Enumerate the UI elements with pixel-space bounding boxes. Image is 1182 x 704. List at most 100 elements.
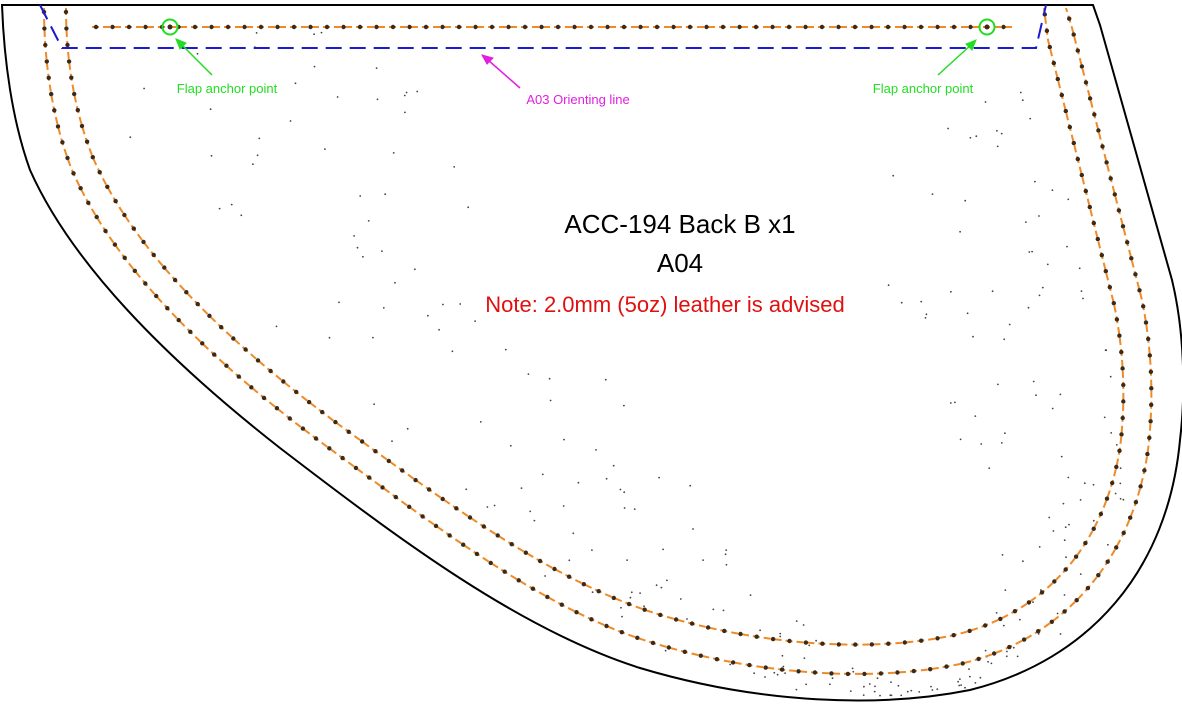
texture-dot: [990, 662, 993, 665]
stitch-hole: [143, 281, 148, 286]
stitch-hole: [1141, 304, 1146, 309]
stitch-hole: [1104, 496, 1110, 501]
texture-dot: [987, 660, 989, 663]
texture-dot: [1000, 132, 1003, 135]
stitch-hole: [1074, 598, 1079, 603]
stitch-hole: [407, 24, 412, 30]
texture-dot: [781, 654, 784, 657]
texture-dot: [548, 377, 551, 380]
texture-dot: [605, 477, 608, 480]
stitch-hole: [481, 524, 486, 529]
texture-dot: [1025, 221, 1027, 224]
stitch-hole: [122, 255, 127, 260]
texture-dot: [1037, 633, 1040, 635]
texture-dot: [416, 90, 419, 93]
stitch-hole: [192, 24, 198, 30]
stitch-hole: [447, 533, 452, 538]
stitch-hole: [812, 670, 818, 675]
stitch-hole: [803, 24, 808, 30]
texture-dot: [392, 152, 395, 154]
texture-dot: [925, 313, 928, 316]
outer-stitch-line: [43, 7, 1153, 675]
texture-dot: [1067, 198, 1070, 201]
texture-dot: [568, 559, 571, 562]
anchor-right-arrow: [937, 39, 977, 76]
texture-dot: [230, 203, 233, 206]
texture-dot: [968, 668, 970, 670]
stitch-hole: [122, 212, 127, 218]
texture-dot: [906, 690, 909, 693]
texture-dot: [979, 676, 982, 679]
stitch-hole: [919, 638, 924, 643]
stitch-hole: [1111, 301, 1117, 306]
stitch-hole: [184, 290, 189, 295]
texture-dot: [666, 579, 668, 582]
pattern-code: A04: [657, 248, 703, 278]
texture-dot: [887, 284, 890, 287]
stitch-hole: [1148, 419, 1153, 424]
stitch-hole: [1114, 317, 1120, 322]
texture-dot: [1115, 444, 1118, 446]
texture-dot: [486, 506, 489, 508]
stitch-hole: [413, 477, 418, 483]
texture-dot: [874, 685, 876, 688]
texture-dot: [474, 320, 476, 322]
stitch-hole: [1114, 464, 1119, 470]
stitch-hole: [539, 24, 544, 30]
texture-dot: [996, 129, 998, 132]
stitch-hole: [951, 24, 957, 30]
stitch-hole: [236, 374, 241, 379]
texture-dot: [1080, 290, 1083, 292]
texture-dot: [406, 427, 409, 430]
texture-dot: [356, 246, 359, 249]
stitch-hole: [779, 667, 785, 672]
stitch-hole: [141, 239, 146, 245]
texture-dot: [1114, 492, 1117, 495]
texture-dot: [931, 689, 934, 691]
texture-dot: [764, 676, 766, 678]
texture-dot: [910, 689, 913, 692]
stitch-hole: [689, 621, 695, 626]
texture-dot: [623, 491, 626, 494]
texture-dot: [1028, 251, 1031, 253]
texture-dot: [591, 549, 593, 551]
stitch-hole: [110, 24, 115, 30]
stitch-hole: [845, 671, 851, 677]
texture-dot: [549, 399, 552, 402]
stitch-hole: [1114, 545, 1119, 550]
stitch-hole: [522, 24, 528, 30]
stitch-hole: [714, 657, 720, 662]
texture-dot: [873, 690, 876, 693]
stitch-hole: [456, 24, 462, 30]
texture-dot: [829, 683, 831, 686]
stitch-hole: [275, 24, 280, 30]
stitch-hole: [1071, 32, 1076, 37]
stitch-hole: [687, 24, 693, 30]
stitch-hole: [308, 24, 313, 30]
stitch-hole: [93, 24, 99, 30]
stitch-hole: [219, 325, 224, 330]
stitch-hole: [658, 612, 663, 618]
stitch-hole: [489, 24, 495, 30]
texture-dot: [362, 255, 364, 258]
texture-dot: [442, 303, 444, 306]
texture-dot: [1105, 349, 1108, 352]
texture-dot: [1035, 394, 1037, 397]
stitch-hole: [1083, 80, 1089, 85]
stitch-hole: [998, 616, 1003, 622]
stitch-hole: [1092, 112, 1097, 117]
texture-dot: [324, 148, 326, 151]
texture-dot: [1109, 375, 1112, 378]
texture-dot: [868, 683, 871, 685]
stitch-hole: [367, 475, 372, 480]
stitch-hole: [1085, 585, 1091, 591]
texture-dot: [577, 481, 580, 484]
texture-dot: [1078, 267, 1081, 270]
stitch-hole: [43, 42, 48, 48]
stitch-hole: [1146, 336, 1151, 342]
edge-texture: [129, 31, 1125, 697]
stitch-hole: [820, 641, 825, 646]
stitch-hole: [281, 379, 286, 384]
stitch-hole: [113, 198, 118, 204]
stitch-hole: [796, 669, 801, 674]
